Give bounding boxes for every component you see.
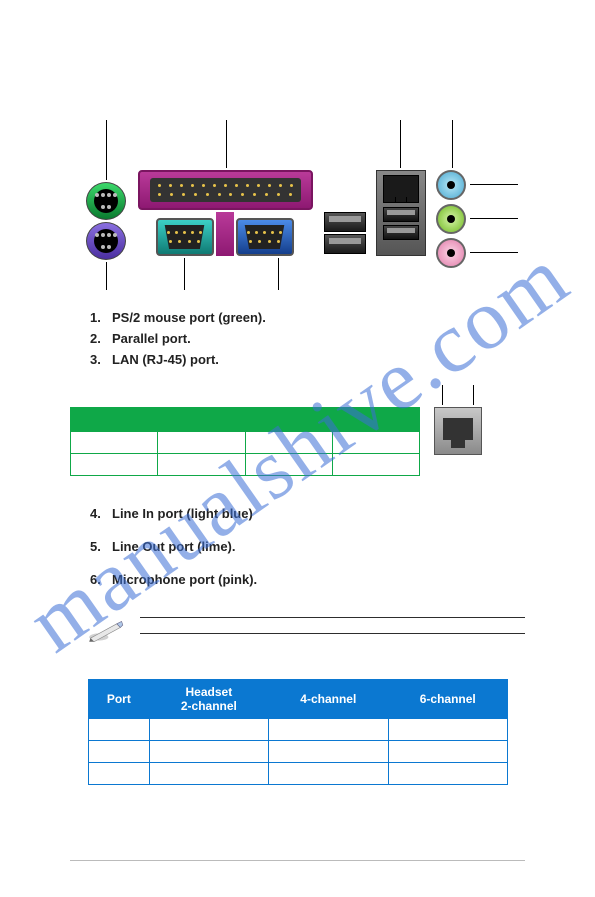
port-item-2: 2.Parallel port. xyxy=(90,331,525,346)
rear-panel-diagram xyxy=(78,140,518,270)
ps2-mouse-port xyxy=(86,182,126,220)
serial-port-2 xyxy=(236,218,294,256)
usb-port xyxy=(324,234,366,254)
audio-config-table: Port Headset 2-channel 4-channel 6-chann… xyxy=(88,679,508,785)
audio-jacks xyxy=(436,170,466,272)
rj45-port xyxy=(383,175,419,203)
parallel-port xyxy=(138,170,313,210)
lan-usb-block xyxy=(376,170,426,256)
audio-th-2ch: Headset 2-channel xyxy=(149,680,268,719)
audio-th-6ch: 6-channel xyxy=(388,680,507,719)
usb-port xyxy=(383,225,419,240)
line-in-jack xyxy=(436,170,466,200)
port-item-1: 1.PS/2 mouse port (green). xyxy=(90,310,525,325)
mic-jack xyxy=(436,238,466,268)
lan-led-table xyxy=(70,407,420,476)
port-item-6: 6.Microphone port (pink). xyxy=(90,572,525,587)
port-item-3: 3.LAN (RJ-45) port. xyxy=(90,352,525,367)
rj45-icon xyxy=(434,407,482,455)
port-item-5: 5.Line Out port (lime). xyxy=(90,539,525,554)
usb-port xyxy=(324,212,366,232)
audio-th-port: Port xyxy=(89,680,150,719)
port-list-top: 1.PS/2 mouse port (green). 2.Parallel po… xyxy=(90,310,525,367)
pencil-icon xyxy=(88,617,124,648)
ps2-keyboard-port xyxy=(86,222,126,260)
serial-port-1 xyxy=(156,218,214,256)
ps2-ports xyxy=(86,182,128,262)
port-list-bottom: 4.Line In port (light blue) 5.Line Out p… xyxy=(90,506,525,587)
line-out-jack xyxy=(436,204,466,234)
audio-th-4ch: 4-channel xyxy=(269,680,388,719)
footer-divider xyxy=(70,860,525,861)
usb-stack-1 xyxy=(324,212,366,256)
note-callout xyxy=(88,617,525,649)
port-item-4: 4.Line In port (light blue) xyxy=(90,506,525,521)
usb-port xyxy=(383,207,419,222)
